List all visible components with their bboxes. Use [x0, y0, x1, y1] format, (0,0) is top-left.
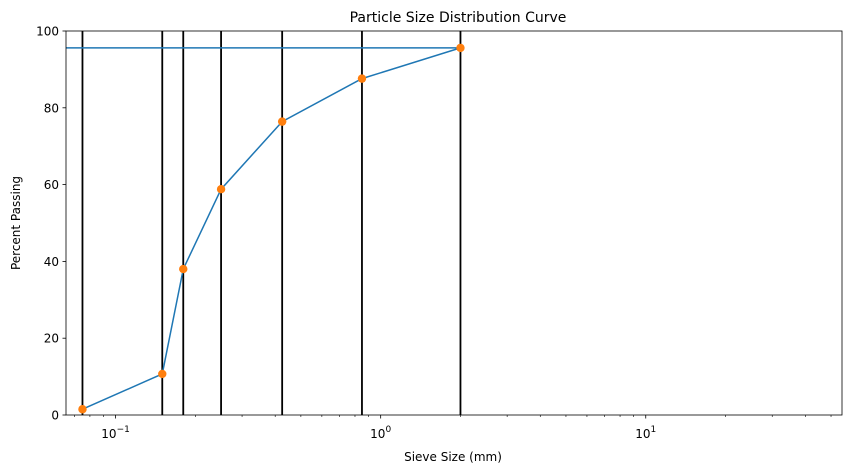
y-tick-label: 40	[44, 255, 59, 269]
x-tick-label-exponent: −1	[117, 425, 130, 435]
x-tick-label-base: 10	[370, 427, 385, 441]
x-tick-label-exponent: 0	[385, 425, 391, 435]
y-axis-label: Percent Passing	[9, 176, 23, 270]
x-tick-label: 101	[635, 425, 656, 441]
x-tick-label-base: 10	[635, 427, 650, 441]
y-tick-label: 60	[44, 178, 59, 192]
plot-frame	[65, 30, 843, 416]
data-point	[179, 264, 188, 274]
data-point	[456, 43, 465, 53]
y-tick-label: 100	[36, 25, 59, 39]
series-line	[82, 47, 461, 410]
data-point	[277, 117, 287, 126]
y-tick-label: 20	[44, 332, 59, 346]
data-point	[216, 185, 226, 194]
y-tick-label: 80	[44, 101, 59, 115]
x-tick-label-base: 10	[101, 427, 116, 441]
data-point	[158, 369, 167, 379]
y-tick-label: 0	[51, 409, 59, 423]
x-tick-label: 100	[370, 425, 391, 441]
chart-title: Particle Size Distribution Curve	[350, 10, 567, 26]
x-axis-label: Sieve Size (mm)	[404, 450, 502, 464]
data-point	[357, 74, 367, 83]
data-point	[78, 405, 87, 414]
x-tick-label-exponent: 1	[651, 425, 657, 435]
x-tick-label: 10−1	[101, 425, 130, 441]
